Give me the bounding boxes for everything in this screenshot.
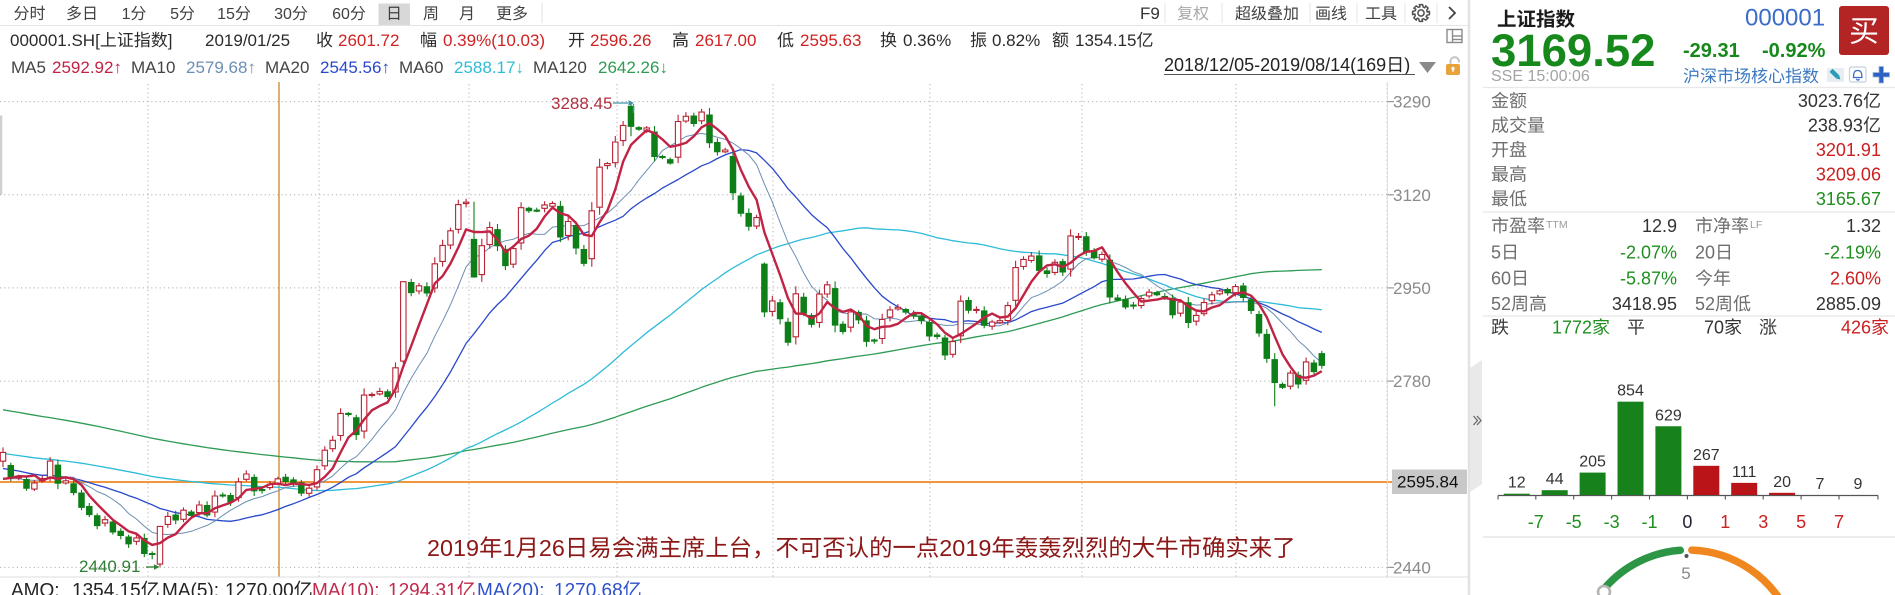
svg-text:70: 70 xyxy=(1704,318,1724,338)
svg-text:12: 12 xyxy=(1508,475,1526,492)
svg-text:-2.19%: -2.19% xyxy=(1824,243,1881,263)
svg-text:SSE 15:00:06: SSE 15:00:06 xyxy=(1491,68,1590,85)
svg-text:1294.31: 1294.31 xyxy=(388,581,457,595)
svg-text:9: 9 xyxy=(1853,476,1862,493)
svg-text:MA60: MA60 xyxy=(399,58,443,77)
svg-text:26: 26 xyxy=(539,535,565,561)
svg-text:2018/12/05-2019/08/14(169: 2018/12/05-2019/08/14(169 xyxy=(1164,55,1386,75)
svg-text:0.36%: 0.36% xyxy=(903,31,951,50)
svg-text:2601.72: 2601.72 xyxy=(338,31,399,50)
svg-text:3290: 3290 xyxy=(1393,93,1431,112)
svg-text:3120: 3120 xyxy=(1393,186,1431,205)
svg-text:3418.95: 3418.95 xyxy=(1612,294,1677,314)
svg-text:-2.07%: -2.07% xyxy=(1620,243,1677,263)
svg-text:1: 1 xyxy=(503,535,516,561)
svg-text:426: 426 xyxy=(1841,318,1871,338)
svg-text:3165.67: 3165.67 xyxy=(1816,189,1881,209)
svg-text:F9: F9 xyxy=(1140,4,1160,23)
svg-text:2780: 2780 xyxy=(1393,372,1431,391)
svg-text:MA(5):: MA(5): xyxy=(162,581,219,595)
svg-text:2592.92↑: 2592.92↑ xyxy=(52,58,122,77)
svg-text:2019: 2019 xyxy=(427,535,479,561)
svg-text:2019: 2019 xyxy=(939,535,991,561)
svg-text:2950: 2950 xyxy=(1393,279,1431,298)
svg-text:205: 205 xyxy=(1579,454,1606,471)
svg-text:60: 60 xyxy=(332,6,350,23)
svg-text:15: 15 xyxy=(217,6,235,23)
svg-text:-3: -3 xyxy=(1604,512,1620,532)
svg-text:5: 5 xyxy=(1491,243,1501,263)
svg-text:3209.06: 3209.06 xyxy=(1816,165,1881,185)
svg-text:-1: -1 xyxy=(1641,512,1657,532)
svg-text:7: 7 xyxy=(1834,512,1844,532)
svg-text:MA5: MA5 xyxy=(11,58,46,77)
svg-text:5: 5 xyxy=(1796,512,1806,532)
svg-text:854: 854 xyxy=(1617,383,1644,400)
svg-text:-5.87%: -5.87% xyxy=(1620,269,1677,289)
svg-text:629: 629 xyxy=(1655,407,1682,424)
svg-text:-29.31: -29.31 xyxy=(1683,40,1740,62)
svg-text:3023.76: 3023.76 xyxy=(1798,91,1863,111)
svg-text:-0.92%: -0.92% xyxy=(1762,40,1826,62)
svg-text:2595.63: 2595.63 xyxy=(800,31,861,50)
svg-text:2588.17↓: 2588.17↓ xyxy=(454,58,524,77)
svg-text:AMO:: AMO: xyxy=(11,581,60,595)
svg-text:52: 52 xyxy=(1695,294,1715,314)
svg-text:2579.68↑: 2579.68↑ xyxy=(186,58,256,77)
svg-text:3201.91: 3201.91 xyxy=(1816,140,1881,160)
svg-text:-5: -5 xyxy=(1566,512,1582,532)
svg-text:7: 7 xyxy=(1816,476,1825,493)
svg-text:238.93: 238.93 xyxy=(1808,116,1863,136)
svg-text:2019/01/25: 2019/01/25 xyxy=(205,31,290,50)
svg-text:TTM: TTM xyxy=(1546,219,1568,231)
svg-text:20: 20 xyxy=(1773,474,1791,491)
svg-text:44: 44 xyxy=(1546,471,1564,488)
svg-text:1772: 1772 xyxy=(1552,318,1592,338)
svg-text:000001.SH[: 000001.SH[ xyxy=(10,31,100,50)
svg-text:1354.15: 1354.15 xyxy=(72,581,141,595)
svg-text:267: 267 xyxy=(1693,447,1720,464)
svg-text:MA120: MA120 xyxy=(533,58,587,77)
svg-text:2.60%: 2.60% xyxy=(1830,269,1881,289)
svg-text:0.39%(10.03): 0.39%(10.03) xyxy=(443,31,545,50)
svg-text:): ) xyxy=(1404,55,1410,75)
svg-text:3169.52: 3169.52 xyxy=(1491,25,1655,76)
svg-text:0: 0 xyxy=(1682,512,1692,532)
svg-text:LF: LF xyxy=(1750,219,1762,231)
svg-text:52: 52 xyxy=(1491,294,1511,314)
svg-text:1270.00: 1270.00 xyxy=(225,581,294,595)
svg-text:3288.45: 3288.45 xyxy=(551,94,612,113)
svg-text:MA20: MA20 xyxy=(265,58,309,77)
svg-text:60: 60 xyxy=(1491,269,1511,289)
svg-text:1270.68: 1270.68 xyxy=(554,581,623,595)
svg-text:-7: -7 xyxy=(1528,512,1544,532)
svg-text:MA(20):: MA(20): xyxy=(477,581,545,595)
svg-text:3: 3 xyxy=(1758,512,1768,532)
svg-text:1354.15: 1354.15 xyxy=(1075,31,1136,50)
svg-text:1: 1 xyxy=(1720,512,1730,532)
svg-text:2545.56↑: 2545.56↑ xyxy=(320,58,390,77)
svg-text:000001: 000001 xyxy=(1745,5,1825,32)
svg-text:1.32: 1.32 xyxy=(1846,216,1881,236)
svg-text:MA10: MA10 xyxy=(131,58,175,77)
svg-text:2595.84: 2595.84 xyxy=(1397,473,1458,492)
svg-text:111: 111 xyxy=(1732,464,1756,481)
svg-text:]: ] xyxy=(168,31,173,50)
svg-text:20: 20 xyxy=(1695,243,1715,263)
svg-text:MA(10):: MA(10): xyxy=(312,581,380,595)
svg-text:0.82%: 0.82% xyxy=(992,31,1040,50)
svg-text:2885.09: 2885.09 xyxy=(1816,294,1881,314)
svg-text:2440.91: 2440.91 xyxy=(79,557,140,576)
svg-text:5: 5 xyxy=(170,6,179,23)
svg-text:2617.00: 2617.00 xyxy=(695,31,756,50)
svg-text:1: 1 xyxy=(122,6,131,23)
svg-text:5: 5 xyxy=(1681,564,1690,583)
svg-text:2642.26↓: 2642.26↓ xyxy=(598,58,668,77)
svg-text:2440: 2440 xyxy=(1393,558,1431,577)
svg-text:2596.26: 2596.26 xyxy=(590,31,651,50)
svg-text:30: 30 xyxy=(274,6,292,23)
svg-text:12.9: 12.9 xyxy=(1642,216,1677,236)
